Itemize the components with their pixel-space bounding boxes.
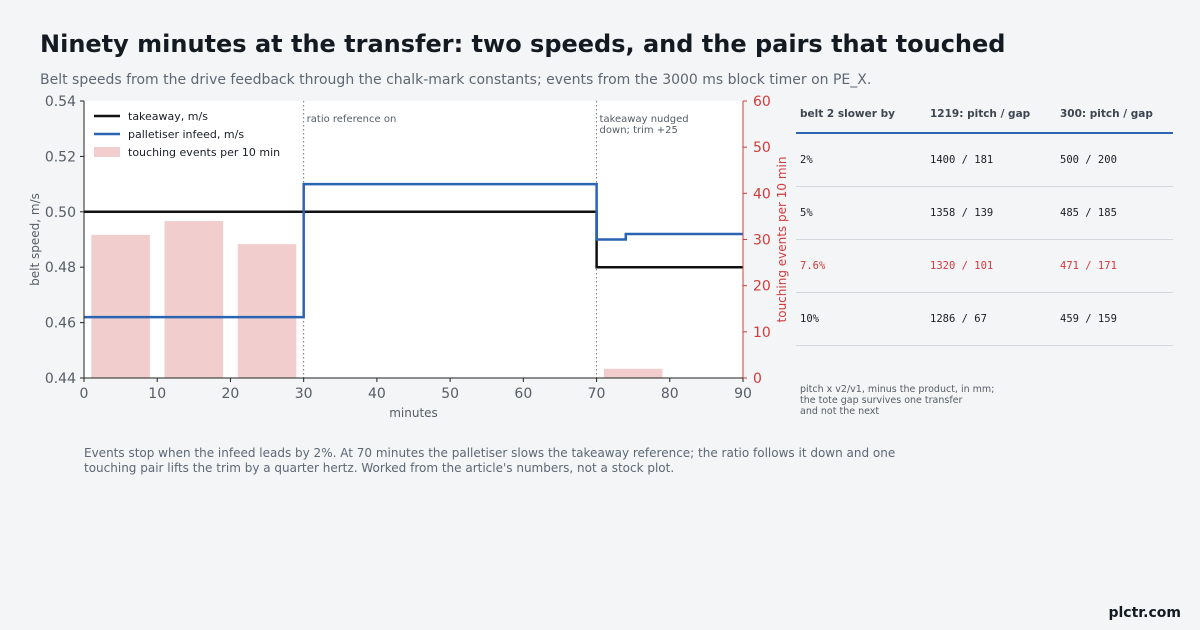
events-bar bbox=[164, 221, 224, 378]
legend-label: touching events per 10 min bbox=[128, 146, 280, 159]
table-cell-1219: 1400 / 181 bbox=[930, 154, 994, 166]
x-tick-label: 10 bbox=[148, 386, 166, 402]
annotation-label: takeaway nudged bbox=[600, 114, 689, 125]
x-tick-label: 30 bbox=[295, 386, 313, 402]
x-axis-label: minutes bbox=[389, 406, 438, 420]
legend-label: takeaway, m/s bbox=[128, 110, 208, 123]
caption-line: touching pair lifts the trim by a quarte… bbox=[84, 461, 675, 475]
table-cell-slower: 2% bbox=[800, 154, 813, 166]
table-row: 2% 1400 / 181 500 / 200 bbox=[796, 134, 1173, 187]
y-tick-label: 0.50 bbox=[45, 205, 76, 221]
x-tick-label: 0 bbox=[80, 386, 89, 402]
x-tick-label: 20 bbox=[222, 386, 240, 402]
y-tick-label: 0.52 bbox=[45, 149, 76, 165]
x-tick-label: 40 bbox=[368, 386, 386, 402]
y2-tick-label: 20 bbox=[753, 279, 771, 295]
table-note: pitch x v2/v1, minus the product, in mm;… bbox=[800, 384, 1030, 417]
y2-tick-label: 50 bbox=[753, 140, 771, 156]
annotation-label: down; trim +25 bbox=[600, 125, 678, 136]
table-cell-slower: 7.6% bbox=[800, 260, 826, 272]
table-cell-300: 485 / 185 bbox=[1060, 207, 1117, 219]
y-tick-label: 0.48 bbox=[45, 260, 76, 276]
table-cell-300: 459 / 159 bbox=[1060, 313, 1117, 325]
y2-tick-label: 0 bbox=[753, 371, 762, 387]
table-note-line: the tote gap survives one transfer bbox=[800, 395, 963, 406]
x-tick-label: 80 bbox=[661, 386, 679, 402]
y2-tick-label: 60 bbox=[753, 94, 771, 110]
page-title: Ninety minutes at the transfer: two spee… bbox=[40, 30, 1006, 58]
y2-tick-label: 40 bbox=[753, 186, 771, 202]
table-cell-slower: 5% bbox=[800, 207, 813, 219]
table-cell-slower: 10% bbox=[800, 313, 819, 325]
legend-label: palletiser infeed, m/s bbox=[128, 128, 244, 141]
events-bar bbox=[91, 234, 150, 378]
page-subtitle: Belt speeds from the drive feedback thro… bbox=[40, 72, 872, 88]
legend-swatch bbox=[94, 147, 120, 157]
x-tick-label: 70 bbox=[588, 386, 606, 402]
table-row: 10% 1286 / 67 459 / 159 bbox=[796, 293, 1173, 346]
brand-logo: plctr.com bbox=[1108, 605, 1181, 621]
y-tick-label: 0.46 bbox=[45, 316, 76, 332]
chart-caption: Events stop when the infeed leads by 2%.… bbox=[84, 446, 896, 476]
table-note-line: and not the next bbox=[800, 406, 880, 417]
y-axis-label: belt speed, m/s bbox=[28, 193, 42, 286]
table-cell-1219: 1358 / 139 bbox=[930, 207, 994, 219]
y-tick-label: 0.54 bbox=[45, 94, 76, 110]
table-cell-300: 500 / 200 bbox=[1060, 154, 1117, 166]
table-row: 5% 1358 / 139 485 / 185 bbox=[796, 187, 1173, 240]
pitch-gap-table: belt 2 slower by 1219: pitch / gap 300: … bbox=[796, 95, 1173, 346]
events-bar bbox=[603, 368, 663, 378]
events-bar bbox=[237, 244, 297, 378]
series-line bbox=[84, 182, 743, 319]
x-tick-label: 60 bbox=[514, 386, 532, 402]
table-cell-1219: 1286 / 67 bbox=[930, 313, 987, 325]
y2-axis-label: touching events per 10 min bbox=[775, 157, 789, 323]
caption-line: Events stop when the infeed leads by 2%.… bbox=[84, 446, 896, 460]
y-tick-label: 0.44 bbox=[45, 371, 76, 387]
x-tick-label: 90 bbox=[734, 386, 752, 402]
table-header-300: 300: pitch / gap bbox=[1060, 107, 1153, 120]
table-row-highlight: 7.6% 1320 / 101 471 / 171 bbox=[796, 240, 1173, 293]
table-cell-300: 471 / 171 bbox=[1060, 260, 1117, 272]
y2-tick-label: 30 bbox=[753, 233, 771, 249]
x-tick-label: 50 bbox=[441, 386, 459, 402]
table-header: belt 2 slower by 1219: pitch / gap 300: … bbox=[796, 95, 1173, 134]
y2-tick-label: 10 bbox=[753, 325, 771, 341]
annotation-label: ratio reference on bbox=[307, 114, 397, 125]
table-header-1219: 1219: pitch / gap bbox=[930, 107, 1031, 120]
table-header-slower: belt 2 slower by bbox=[800, 107, 895, 120]
table-note-line: pitch x v2/v1, minus the product, in mm; bbox=[800, 384, 995, 395]
table-cell-1219: 1320 / 101 bbox=[930, 260, 994, 272]
